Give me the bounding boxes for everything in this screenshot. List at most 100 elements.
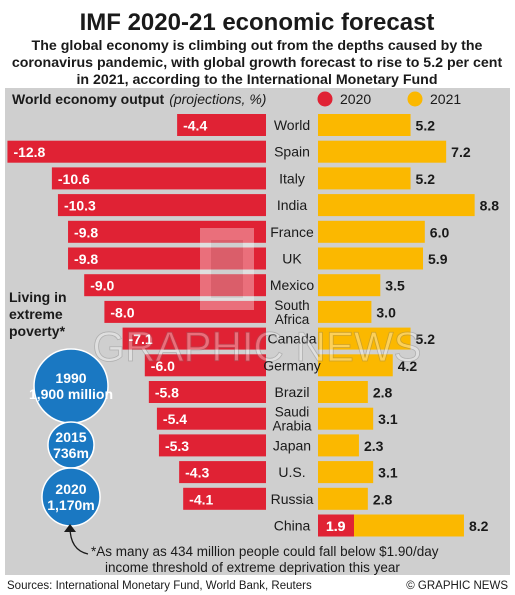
watermark-logo <box>200 228 254 310</box>
watermark: GRAPHIC NEWS <box>92 228 422 370</box>
category-label-brazil: Brazil <box>274 384 309 400</box>
bar-2021-germany <box>318 354 393 377</box>
value-label-2021-italy: 5.2 <box>416 171 436 187</box>
bar-2021-uk <box>318 247 424 270</box>
bar-2021-india <box>318 194 475 217</box>
subtitle-line-2: coronavirus pandemic, with global growth… <box>12 55 503 71</box>
footnote-line-2: income threshold of extreme deprivation … <box>105 560 400 575</box>
value-label-2021-france: 6.0 <box>430 224 450 240</box>
bar-2020-saudi-arabia <box>156 407 266 430</box>
watermark-text: GRAPHIC NEWS <box>92 323 421 370</box>
value-label-2021-spain: 7.2 <box>451 144 471 160</box>
poverty-value-1990: 1,900 million <box>29 386 113 402</box>
bar-2020-world <box>177 114 266 136</box>
value-label-2020-brazil: -5.8 <box>155 385 179 401</box>
value-label-2021-china: 8.2 <box>469 518 489 534</box>
bar-2021-u-s- <box>318 461 374 484</box>
series-2021-bars: 1.9 <box>318 114 475 537</box>
legend-swatch-2020 <box>317 91 333 107</box>
bar-2020-india <box>57 194 266 217</box>
sources: Sources: International Monetary Fund, Wo… <box>7 580 312 592</box>
watermark-logo-inner <box>211 240 243 298</box>
footnote-line-1: *As many as 434 million people could fal… <box>91 544 439 559</box>
legend-swatch-2021 <box>407 91 423 107</box>
poverty-heading-line-2: extreme <box>9 306 63 322</box>
poverty-year-2015: 2015 <box>55 429 86 445</box>
value-label-2020-u-s-: -4.3 <box>185 465 209 481</box>
category-label-saudi-arabia-line-2: Arabia <box>272 419 312 434</box>
category-label-france: France <box>270 224 314 240</box>
bar-2020-france <box>68 220 266 243</box>
value-label-2021-u-s-: 3.1 <box>378 465 398 481</box>
bar-2021-mexico <box>318 274 381 297</box>
category-label-italy: Italy <box>279 170 305 186</box>
value-label-2020-germany: -6.0 <box>151 358 175 374</box>
page-title: IMF 2020-21 economic forecast <box>80 9 435 36</box>
category-labels: WorldSpainItalyIndiaFranceUKMexicoSouthA… <box>263 117 321 534</box>
value-label-2020-saudi-arabia: -5.4 <box>163 411 187 427</box>
bar-2020-u-s- <box>179 461 266 484</box>
value-label-2020-mexico: -9.0 <box>90 278 114 294</box>
value-label-2021-japan: 2.3 <box>364 438 384 454</box>
category-label-germany: Germany <box>263 357 321 373</box>
category-label-uk: UK <box>282 251 302 267</box>
subtitle-line-1: The global economy is climbing out from … <box>32 38 483 54</box>
category-label-india: India <box>277 197 308 213</box>
category-label-south-africa-line-1: South <box>274 298 309 313</box>
poverty-value-2020: 1,170m <box>47 497 94 513</box>
value-label-2021-south-africa: 3.0 <box>376 304 396 320</box>
bar-2020-overlay-china <box>318 514 354 537</box>
value-label-2020-japan: -5.3 <box>165 438 189 454</box>
poverty-heading-line-3: poverty* <box>9 323 66 339</box>
bar-2020-brazil <box>148 381 266 403</box>
value-label-2020-italy: -10.6 <box>58 171 90 187</box>
chart-title: World economy output <box>12 91 165 107</box>
bar-2021-italy <box>318 167 411 190</box>
legend-label-2021: 2021 <box>430 91 461 107</box>
value-labels: -4.4 5.2 -12.8 7.2 -10.6 5.2 -10.3 8.8 -9.8 6.0 -9… <box>13 118 499 535</box>
value-label-2021-germany: 4.2 <box>398 358 418 374</box>
value-label-2021-mexico: 3.5 <box>385 278 405 294</box>
category-label-spain: Spain <box>274 144 310 160</box>
category-label-mexico: Mexico <box>270 277 315 293</box>
poverty-heading-line-1: Living in <box>9 289 67 305</box>
bar-2020-japan <box>158 434 266 457</box>
value-label-2020-india: -10.3 <box>64 198 96 214</box>
bar-2021-world <box>318 114 411 136</box>
category-label-south-africa-line-2: Africa <box>275 312 310 327</box>
bar-2021-canada <box>318 327 411 350</box>
category-label-saudi-arabia-line-1: Saudi <box>275 405 310 420</box>
poverty-year-2020: 2020 <box>55 481 86 497</box>
value-label-2021-russia: 2.8 <box>373 491 393 507</box>
category-label-russia: Russia <box>271 491 314 507</box>
bar-2021-france <box>318 220 425 243</box>
value-label-2020-spain: -12.8 <box>13 144 45 160</box>
poverty-year-1990: 1990 <box>55 370 86 386</box>
value-label-2021-brazil: 2.8 <box>373 385 393 401</box>
footnote-pointer-arrowhead <box>64 524 76 532</box>
category-label-canada: Canada <box>267 331 316 347</box>
bar-2020-russia <box>183 487 266 510</box>
bar-2021-brazil <box>318 381 368 403</box>
chart-heading: World economy output (projections, %) <box>12 91 266 107</box>
chart-title-suffix: (projections, %) <box>169 91 266 107</box>
category-label-japan: Japan <box>273 437 311 453</box>
value-label-2021-canada: 5.2 <box>416 331 436 347</box>
category-label-world: World <box>274 117 310 133</box>
value-label-2020-russia: -4.1 <box>189 491 213 507</box>
value-label-2020-uk: -9.8 <box>74 251 98 267</box>
bar-2020-spain <box>7 140 266 163</box>
value-label-2021-world: 5.2 <box>416 118 436 134</box>
bar-2020-uk <box>68 247 266 270</box>
bar-2020-south-africa <box>104 300 267 323</box>
value-label-2020-world: -4.4 <box>183 118 207 134</box>
bar-2021-russia <box>318 487 368 510</box>
value-label-2020-france: -9.8 <box>74 224 98 240</box>
value-label-2020-canada: -7.1 <box>129 331 153 347</box>
bar-2020-germany <box>144 354 266 377</box>
bar-2020-canada <box>122 327 266 350</box>
value-label-2021-uk: 5.9 <box>428 251 448 267</box>
